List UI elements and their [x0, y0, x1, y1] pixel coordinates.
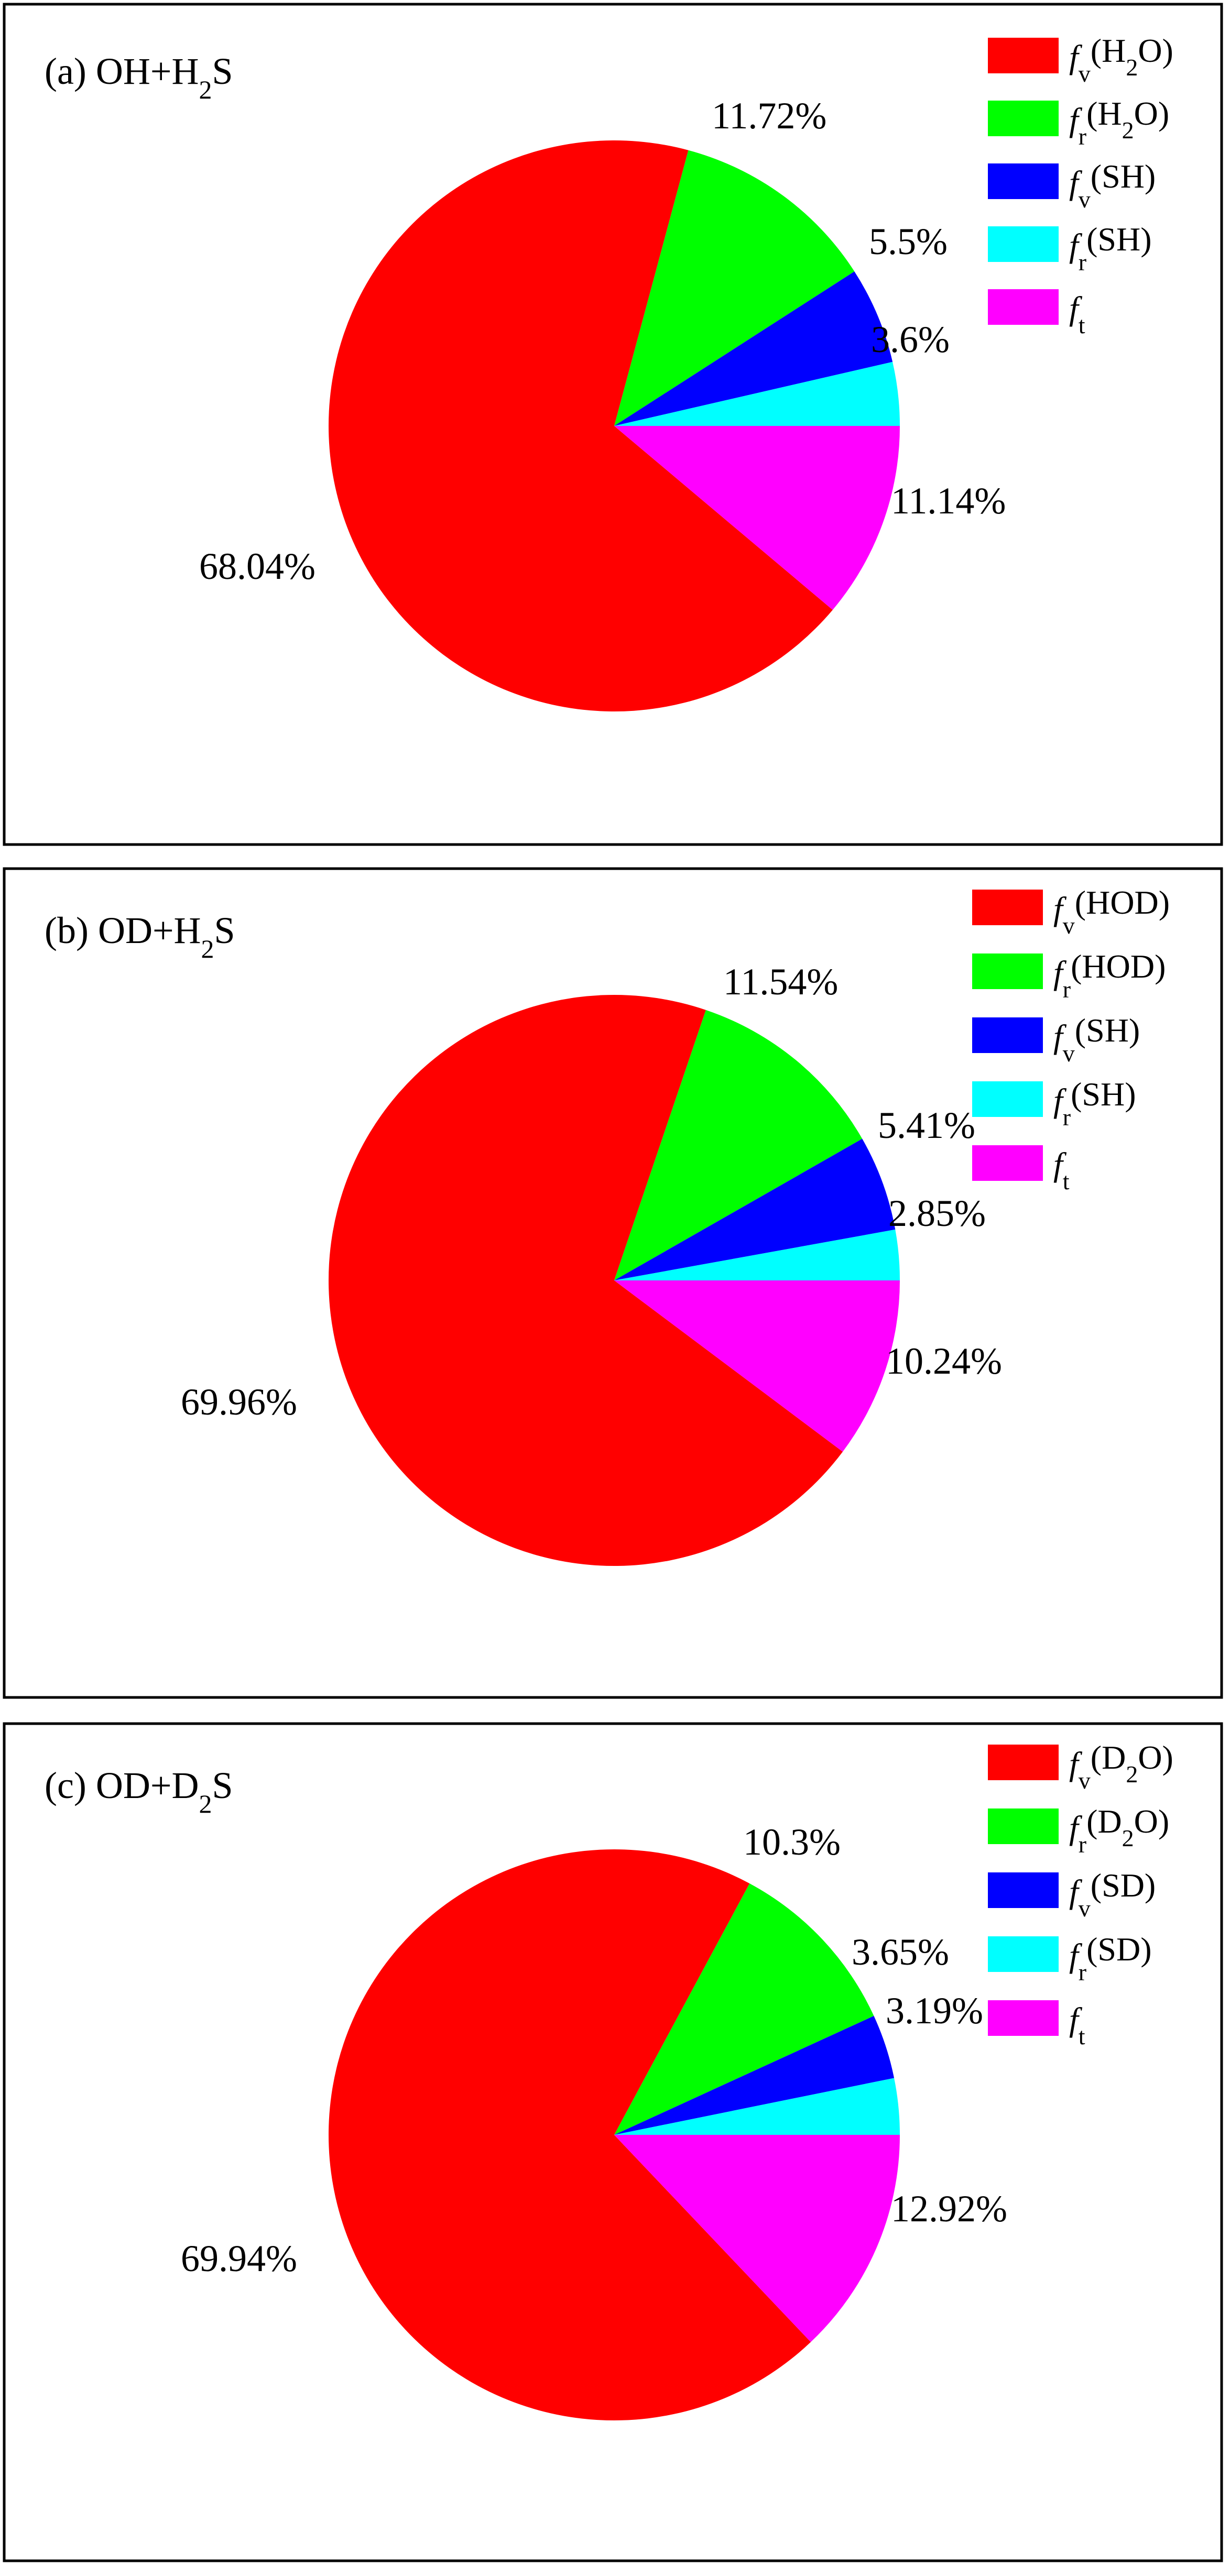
legend-swatch-1 [988, 38, 1059, 73]
legend-entry-2: fr(HOD) [1053, 948, 1166, 1003]
slice-label-1: 69.94% [181, 2238, 297, 2279]
legend-entry-4: fr(SH) [1069, 221, 1152, 276]
legend: fv(D2O) fr(D2O) fv(SD) fr(SD) ft [988, 1739, 1173, 2049]
legend-entry-1: fv(HOD) [1053, 884, 1170, 939]
legend-entry-1: fv(D2O) [1069, 1739, 1173, 1794]
pie-panel-2: (b) OD+H2S 69.96% 11.54% 5.41% 2.85% 10.24% fv… [4, 869, 1222, 1697]
legend-swatch-4 [972, 1081, 1043, 1117]
legend-swatch-4 [988, 226, 1059, 262]
slice-label-2: 11.72% [712, 95, 826, 137]
legend-swatch-5 [988, 289, 1059, 325]
legend-swatch-3 [972, 1017, 1043, 1053]
slice-label-4: 2.85% [888, 1192, 986, 1234]
legend-swatch-2 [988, 1808, 1059, 1844]
legend-entry-3: fv(SD) [1069, 1867, 1156, 1922]
slice-label-3: 5.41% [878, 1104, 975, 1146]
legend-entry-2: fr(H2O) [1069, 95, 1169, 150]
slice-label-5: 11.14% [891, 480, 1006, 522]
legend-swatch-2 [988, 101, 1059, 136]
legend-swatch-3 [988, 163, 1059, 199]
pie-panel-1: (a) OH+H2S 68.04% 11.72% 5.5% 3.6% 11.14% fv(H… [4, 4, 1222, 845]
legend: fv(HOD) fr(HOD) fv(SH) fr(SH) ft [972, 884, 1170, 1194]
slice-label-4: 3.6% [871, 319, 950, 360]
legend-entry-3: fv(SH) [1069, 158, 1156, 213]
slice-label-2: 10.3% [743, 1821, 841, 1863]
slice-label-3: 5.5% [869, 221, 948, 262]
slice-label-1: 68.04% [199, 545, 315, 587]
slice-label-2: 11.54% [723, 961, 838, 1003]
legend-entry-5: ft [1069, 2001, 1085, 2049]
legend-entry-5: ft [1069, 290, 1085, 338]
panel-title: (a) OH+H2S [45, 50, 233, 104]
panel-title: (b) OD+H2S [45, 909, 235, 963]
legend-entry-4: fr(SH) [1053, 1076, 1136, 1131]
legend-entry-2: fr(D2O) [1069, 1803, 1169, 1858]
legend: fv(H2O) fr(H2O) fv(SH) fr(SH) ft [988, 32, 1173, 338]
slice-label-1: 69.96% [181, 1381, 297, 1423]
legend-swatch-4 [988, 1936, 1059, 1972]
pie-panel-3: (c) OD+D2S 69.94% 10.3% 3.65% 3.19% 12.92% fv(… [4, 1724, 1222, 2561]
legend-swatch-5 [972, 1145, 1043, 1181]
slice-label-5: 12.92% [891, 2188, 1007, 2230]
legend-entry-3: fv(SH) [1053, 1012, 1140, 1067]
legend-entry-4: fr(SD) [1069, 1931, 1152, 1986]
slice-label-4: 3.19% [886, 1990, 983, 2032]
panel-title: (c) OD+D2S [45, 1764, 233, 1818]
slice-label-3: 3.65% [852, 1931, 949, 1973]
legend-swatch-5 [988, 2000, 1059, 2036]
slice-label-5: 10.24% [886, 1340, 1002, 1382]
legend-entry-1: fv(H2O) [1069, 32, 1173, 87]
legend-swatch-3 [988, 1872, 1059, 1908]
legend-entry-5: ft [1053, 1146, 1070, 1194]
legend-swatch-1 [972, 890, 1043, 925]
legend-swatch-1 [988, 1745, 1059, 1780]
legend-swatch-2 [972, 953, 1043, 989]
